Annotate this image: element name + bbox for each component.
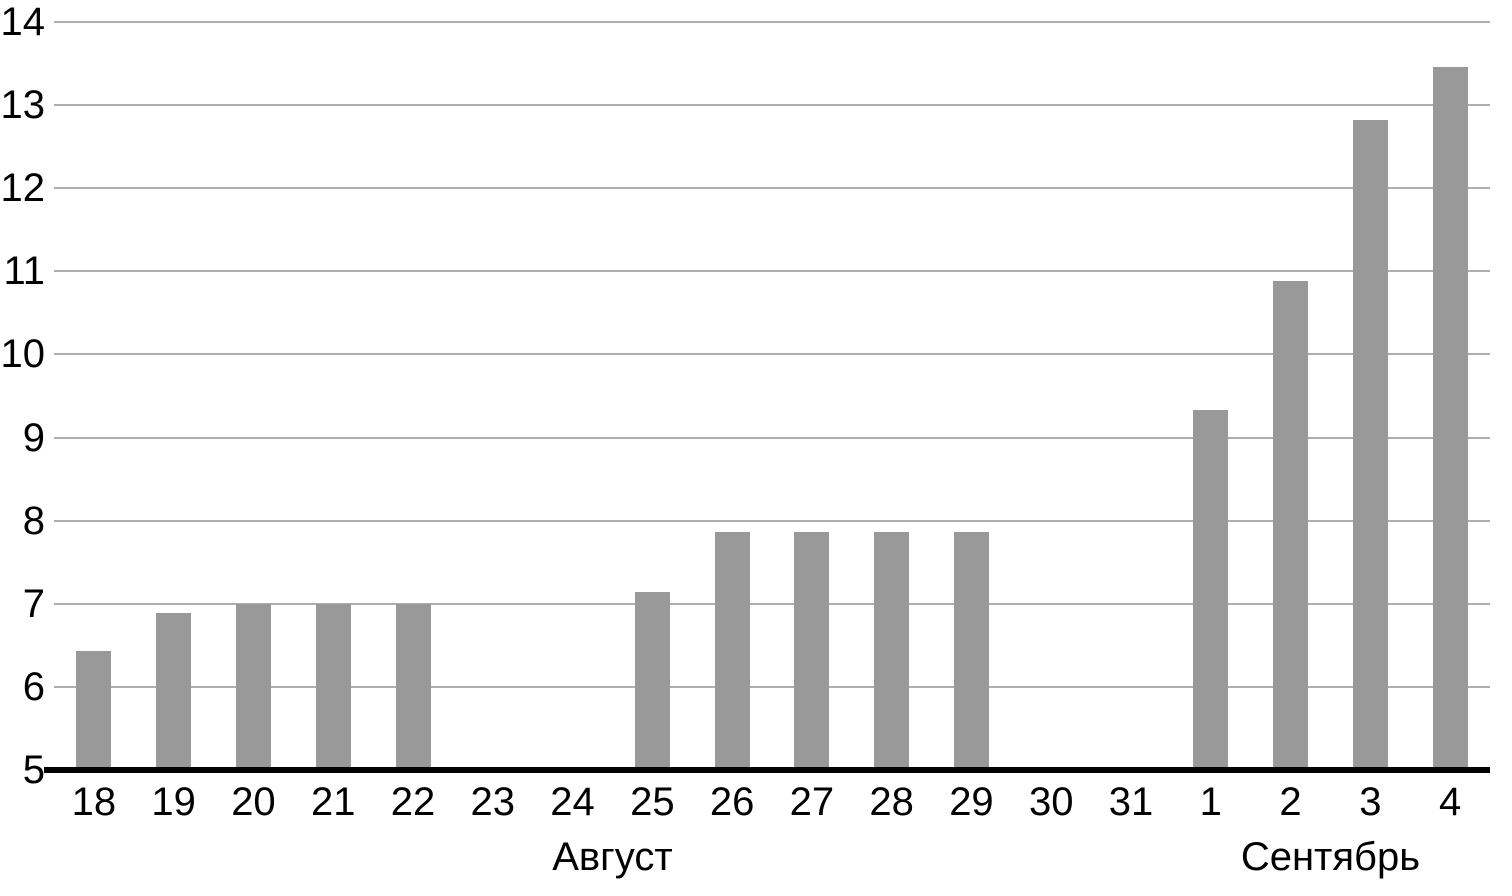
x-tick-label-21: 21: [310, 780, 356, 824]
x-tick-label-20: 20: [231, 780, 276, 824]
x-tick-label-18: 18: [71, 780, 117, 824]
x-tick-label-30: 30: [1028, 780, 1074, 824]
x-tick-label-23: 23: [470, 780, 516, 824]
gridline-y-14: [54, 21, 1490, 23]
y-tick-label-5: 5: [22, 748, 45, 792]
y-tick-label-6: 6: [22, 664, 45, 709]
gridline-y-10: [54, 353, 1490, 356]
gridline-y-7: [54, 602, 1490, 605]
x-tick-label-24: 24: [550, 780, 595, 824]
plot-area: [54, 21, 1490, 770]
bar-day-25: [634, 592, 670, 770]
x-tick-label-19: 19: [151, 780, 196, 824]
bar-day-19: [156, 612, 192, 770]
month-label: Сентябрь: [1240, 835, 1421, 879]
y-tick-label-13: 13: [0, 83, 46, 128]
gridline-y-13: [54, 104, 1490, 107]
x-tick-label-22: 22: [390, 780, 436, 824]
x-tick-label-27: 27: [789, 780, 835, 824]
gridline-y-9: [54, 436, 1490, 439]
y-tick-label-14: 14: [0, 0, 46, 44]
x-tick-label-29: 29: [949, 780, 994, 824]
gridline-y-6: [54, 685, 1490, 688]
x-tick-label-28: 28: [869, 780, 914, 824]
y-tick-label-11: 11: [3, 249, 45, 294]
x-tick-label-25: 25: [630, 780, 675, 824]
x-axis-line: [44, 767, 1490, 773]
bar-day-27: [794, 532, 830, 770]
bar-day-3: [1352, 120, 1388, 770]
y-tick-label-12: 12: [0, 166, 46, 211]
y-tick-label-7: 7: [22, 581, 45, 626]
bar-day-18: [76, 651, 112, 770]
bar-day-28: [874, 532, 910, 770]
x-tick-label-3: 3: [1359, 780, 1382, 824]
bar-day-2: [1273, 281, 1309, 770]
x-tick-label-26: 26: [709, 780, 755, 824]
x-tick-label-2: 2: [1279, 780, 1302, 824]
bar-day-1: [1193, 410, 1229, 770]
bar-day-4: [1432, 66, 1468, 770]
gridline-y-12: [54, 187, 1490, 190]
x-tick-label-4: 4: [1438, 780, 1462, 824]
y-tick-label-10: 10: [0, 332, 46, 377]
month-label: Август: [552, 835, 673, 879]
y-tick-label-9: 9: [22, 415, 45, 460]
x-tick-label-31: 31: [1108, 780, 1154, 824]
bar-day-29: [953, 532, 989, 770]
bar-day-22: [395, 603, 431, 770]
y-tick-label-8: 8: [22, 498, 45, 543]
bar-day-21: [315, 603, 351, 770]
bar-day-26: [714, 532, 750, 770]
bar-day-20: [235, 603, 271, 770]
gridline-y-8: [54, 519, 1490, 522]
gridline-y-11: [54, 270, 1490, 273]
x-tick-label-1: 1: [1199, 780, 1222, 824]
